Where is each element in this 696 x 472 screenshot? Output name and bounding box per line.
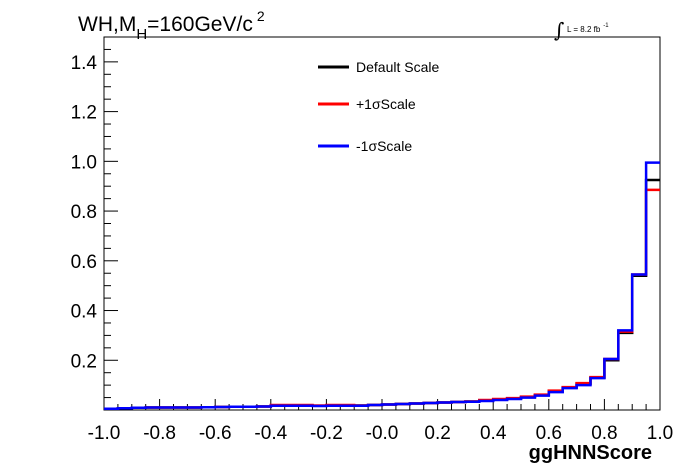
x-tick-label: 0.6 [536,423,562,444]
series-2 [104,161,660,411]
x-tick-label: 0.8 [591,423,617,444]
title-main: WH,M [78,13,136,36]
legend-entry: -1σScale [318,138,412,154]
y-tick-label: 0.6 [71,252,97,273]
plot-frame [103,36,661,411]
x-axis: -1.0 -0.8 -0.6 -0.4 -0.2 -0.0 0.2 0.4 0.6 0.8 1.0 [88,399,673,444]
y-tick-label: 1.4 [71,53,98,74]
lumi-label: ∫ L = 8.2 fb -1 [554,18,609,42]
legend-entry: Default Scale [318,59,439,75]
y-tick-label: 0.2 [71,351,97,372]
svg-text:L = 8.2 fb-1: L = 8.2 fb -1 [567,23,609,34]
title-superscript: 2 [257,8,265,24]
chart-title: WH,MH=160GeV/c 2 [78,8,265,43]
title-subscript: H [136,26,147,43]
lumi-text: L = 8.2 fb [567,25,601,34]
x-tick-label: -0.8 [143,423,176,444]
series-line [104,188,660,411]
y-tick-label: 1.2 [71,103,97,124]
lumi-superscript: -1 [603,23,609,29]
series-0 [104,178,660,411]
series-1 [104,188,660,411]
x-tick-label: -1.0 [88,423,121,444]
x-tick-label: -0.4 [254,423,287,444]
x-tick-label: 1.0 [647,423,673,444]
legend-label: +1σScale [356,96,416,112]
legend-label: Default Scale [356,59,439,75]
x-tick-label: -0.6 [199,423,232,444]
legend-label: -1σScale [356,138,412,154]
legend: Default Scale +1σScale -1σScale [318,59,439,154]
legend-entry: +1σScale [318,96,416,112]
x-tick-label: 0.4 [480,423,507,444]
x-axis-title: ggHNNScore [529,442,652,464]
series-layer [104,161,660,411]
title-rest: =160GeV/c [147,13,253,36]
integral-symbol: ∫ [554,18,564,42]
series-line [104,178,660,411]
y-axis: 0.2 0.4 0.6 0.8 1.0 1.2 1.4 [71,36,118,411]
y-tick-label: 0.8 [71,202,97,223]
y-tick-label: 0.4 [71,302,98,323]
x-tick-label: 0.2 [424,423,450,444]
series-line [104,161,660,411]
x-tick-label: -0.0 [366,423,399,444]
y-tick-label: 1.0 [71,152,97,173]
x-tick-label: -0.2 [310,423,343,444]
